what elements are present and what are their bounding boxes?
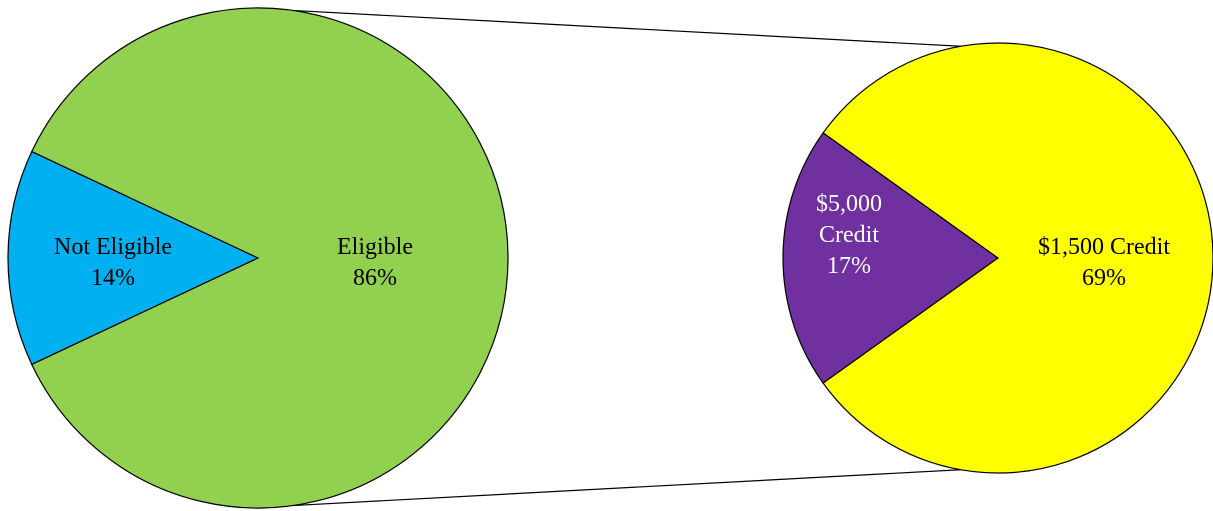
- connector-lines: [292, 9, 961, 507]
- slice-5-000-credit: [782, 132, 1000, 384]
- label-eligible: Eligible 86%: [337, 234, 413, 291]
- slice-eligible: [30, 7, 509, 509]
- slice-not-eligible: [7, 150, 260, 366]
- secondary-pie: [782, 42, 1213, 474]
- main-pie-labels: Not Eligible 14% Eligible 86%: [54, 234, 413, 291]
- main-pie: [7, 7, 509, 509]
- label-5000-credit: $5,000 Credit 17%: [816, 191, 882, 279]
- connector-bottom: [292, 469, 961, 507]
- label-not-eligible: Not Eligible 14%: [54, 234, 172, 291]
- connector-top: [292, 9, 961, 47]
- secondary-pie-labels: $5,000 Credit 17% $1,500 Credit 69%: [816, 191, 1170, 291]
- label-1500-credit: $1,500 Credit 69%: [1038, 234, 1170, 291]
